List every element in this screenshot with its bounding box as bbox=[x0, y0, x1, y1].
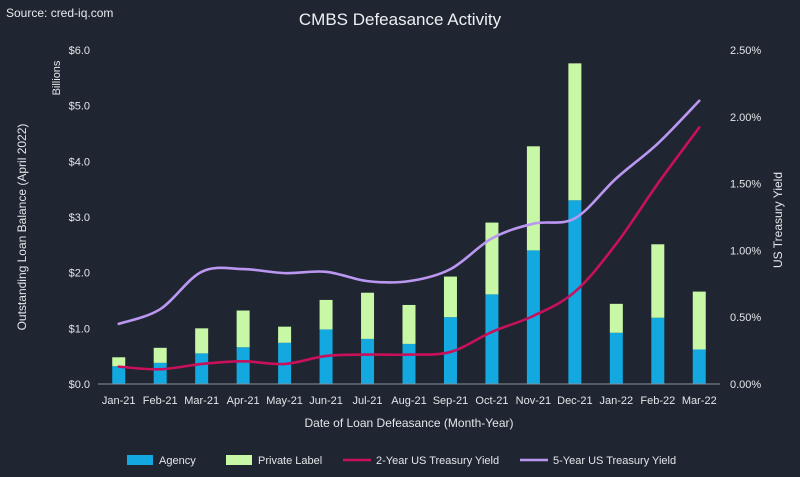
x-tick-label-mar-21: Mar-21 bbox=[184, 395, 219, 407]
bar-agency-aug-21 bbox=[402, 343, 416, 384]
y-right-tick-label: 2.00% bbox=[730, 112, 761, 124]
bar-agency-jul-21 bbox=[361, 338, 375, 384]
x-tick-label-oct-21: Oct-21 bbox=[475, 395, 508, 407]
bar-private-label-feb-21 bbox=[153, 347, 167, 363]
bar-private-label-jul-21 bbox=[361, 292, 375, 339]
bar-agency-feb-22 bbox=[651, 317, 665, 384]
bar-private-label-aug-21 bbox=[402, 304, 416, 344]
y-left-tick-label: $1.0 bbox=[69, 323, 90, 335]
bar-private-label-sep-21 bbox=[443, 276, 457, 318]
bar-agency-jan-21 bbox=[112, 366, 126, 384]
y-left-tick-label: $4.0 bbox=[69, 156, 90, 168]
bar-private-label-jan-22 bbox=[609, 303, 623, 333]
legend-label-2-year-us-treasury-yield: 2-Year US Treasury Yield bbox=[376, 455, 499, 467]
legend-label-private-label: Private Label bbox=[258, 455, 322, 467]
x-tick-label-jul-21: Jul-21 bbox=[353, 395, 383, 407]
x-tick-label-jun-21: Jun-21 bbox=[309, 395, 343, 407]
line-2-year-us-treasury-yield bbox=[117, 126, 701, 371]
bar-agency-oct-21 bbox=[485, 294, 499, 384]
chart-title: CMBS Defeasance Activity bbox=[298, 10, 502, 29]
legend-label-5-year-us-treasury-yield: 5-Year US Treasury Yield bbox=[553, 455, 676, 467]
bar-agency-apr-21 bbox=[236, 347, 250, 384]
y-left-unit-label: Billions bbox=[51, 60, 63, 95]
y-right-tick-label: 2.50% bbox=[730, 45, 761, 57]
x-tick-label-dec-21: Dec-21 bbox=[557, 395, 592, 407]
bar-agency-feb-21 bbox=[153, 362, 167, 384]
y-left-axis-title: Outstanding Loan Balance (April 2022) bbox=[15, 124, 29, 331]
y-left-tick-label: $6.0 bbox=[69, 45, 90, 57]
y-left-tick-label: $5.0 bbox=[69, 101, 90, 113]
x-tick-label-jan-22: Jan-22 bbox=[600, 395, 634, 407]
y-right-tick-label: 0.00% bbox=[730, 379, 761, 391]
lines-layer bbox=[117, 99, 701, 371]
y-left-tick-label: $2.0 bbox=[69, 268, 90, 280]
bar-private-label-mar-22 bbox=[692, 291, 706, 350]
y-right-tick-label: 1.00% bbox=[730, 245, 761, 257]
bar-agency-jan-22 bbox=[609, 332, 623, 384]
x-tick-label-mar-22: Mar-22 bbox=[682, 395, 717, 407]
x-tick-label-apr-21: Apr-21 bbox=[227, 395, 260, 407]
y-left-tick-label: $0.0 bbox=[69, 379, 90, 391]
line-5-year-us-treasury-yield bbox=[117, 99, 701, 326]
legend: Agency Private Label 2-Year US Treasury Yi… bbox=[127, 455, 676, 467]
bar-private-label-feb-22 bbox=[651, 244, 665, 318]
x-tick-label-feb-21: Feb-21 bbox=[143, 395, 178, 407]
bar-private-label-oct-21 bbox=[485, 222, 499, 295]
bar-private-label-nov-21 bbox=[526, 146, 540, 251]
y-right-tick-label: 0.50% bbox=[730, 312, 761, 324]
y-right-tick-label: 1.50% bbox=[730, 179, 761, 191]
y-left-tick-label: $3.0 bbox=[69, 212, 90, 224]
x-tick-label-jan-21: Jan-21 bbox=[102, 395, 136, 407]
legend-label-agency: Agency bbox=[159, 455, 196, 467]
bar-agency-mar-22 bbox=[692, 349, 706, 384]
bar-private-label-apr-21 bbox=[236, 310, 250, 348]
x-tick-label-sep-21: Sep-21 bbox=[433, 395, 468, 407]
x-tick-label-nov-21: Nov-21 bbox=[516, 395, 551, 407]
bar-private-label-jun-21 bbox=[319, 299, 333, 330]
bar-private-label-dec-21 bbox=[568, 63, 582, 201]
x-axis-title: Date of Loan Defeasance (Month-Year) bbox=[304, 416, 513, 430]
bar-agency-mar-21 bbox=[195, 353, 209, 384]
y-right-axis-title: US Treasury Yield bbox=[771, 172, 785, 268]
legend-swatch-agency bbox=[127, 455, 153, 465]
bar-private-label-may-21 bbox=[278, 326, 292, 343]
bars-layer bbox=[112, 63, 706, 384]
bar-private-label-mar-21 bbox=[195, 328, 209, 354]
source-label: Source: cred-iq.com bbox=[6, 6, 114, 20]
x-tick-label-feb-22: Feb-22 bbox=[640, 395, 675, 407]
x-tick-label-aug-21: Aug-21 bbox=[391, 395, 426, 407]
bar-private-label-jan-21 bbox=[112, 357, 126, 367]
ticks-layer: Jan-21 Feb-21 Mar-21 Apr-21 May-21 Jun-21 Jul-… bbox=[15, 45, 785, 430]
x-tick-label-may-21: May-21 bbox=[266, 395, 303, 407]
legend-swatch-private-label bbox=[226, 455, 252, 465]
